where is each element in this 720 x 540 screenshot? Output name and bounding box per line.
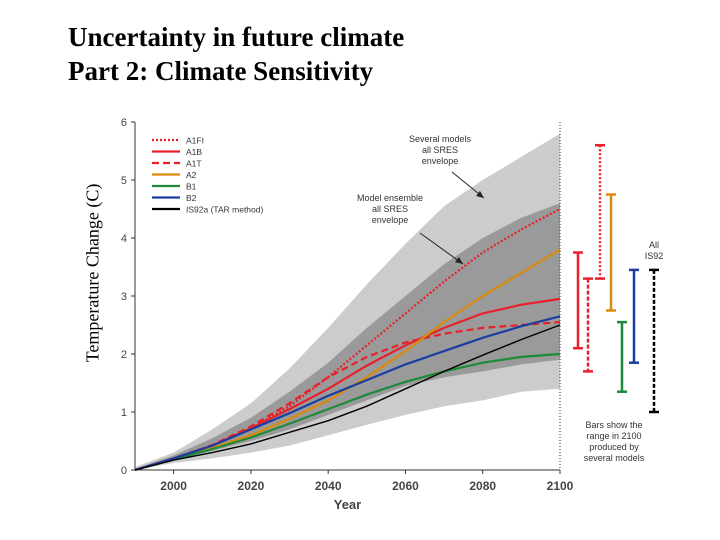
- y-tick-label: 2: [121, 349, 127, 361]
- series-line-a1fi: [134, 208, 561, 472]
- legend-label: A1B: [186, 147, 202, 157]
- y-tick-label: 4: [121, 233, 127, 245]
- y-tick-label: 5: [121, 175, 127, 187]
- y-tick-label: 1: [121, 407, 127, 419]
- series-line-a1t: [134, 321, 561, 472]
- annotation-bars-note: produced by: [589, 442, 639, 452]
- arrowhead-several-models: [476, 191, 484, 198]
- annotation-all-is92: All: [649, 240, 659, 250]
- arrowhead-model-ensemble: [455, 257, 463, 264]
- x-tick-label: 2040: [315, 479, 342, 493]
- series-line-b1: [134, 352, 561, 472]
- x-tick-label: 2000: [160, 479, 187, 493]
- legend-label: B1: [186, 182, 197, 192]
- x-tick-label: 2060: [392, 479, 419, 493]
- envelope-several-models: [135, 133, 560, 470]
- legend-label: A1FI: [186, 136, 204, 146]
- annotation-bars-note: range in 2100: [586, 431, 641, 441]
- x-tick-label: 2100: [547, 479, 574, 493]
- x-tick-label: 2020: [238, 479, 265, 493]
- legend-label: A2: [186, 170, 197, 180]
- annotation-several-models: all SRES: [422, 145, 458, 155]
- title-line-2: Part 2: Climate Sensitivity: [68, 56, 374, 86]
- y-tick-label: 6: [121, 117, 127, 129]
- series-line-b2: [134, 315, 561, 472]
- annotation-model-ensemble: all SRES: [372, 204, 408, 214]
- annotation-all-is92: IS92: [645, 251, 664, 261]
- legend-label: IS92a (TAR method): [186, 205, 263, 215]
- legend-label: B2: [186, 193, 197, 203]
- envelope-model-ensemble: [135, 203, 560, 470]
- y-tick-label: 0: [121, 465, 127, 477]
- x-axis-label: Year: [334, 497, 361, 512]
- legend-label: A1T: [186, 159, 202, 169]
- annotation-model-ensemble: Model ensemble: [357, 193, 423, 203]
- y-tick-label: 3: [121, 291, 127, 303]
- annotation-model-ensemble: envelope: [372, 215, 409, 225]
- series-line-is92a: [134, 324, 561, 471]
- annotation-several-models: Several models: [409, 134, 472, 144]
- annotation-bars-note: several models: [584, 453, 645, 463]
- x-tick-label: 2080: [469, 479, 496, 493]
- annotation-arrow-model-ensemble: [419, 232, 464, 265]
- annotation-bars-note: Bars show the: [585, 420, 642, 430]
- annotation-several-models: envelope: [422, 156, 459, 166]
- slide-title: Uncertainty in future climate Part 2: Cl…: [68, 20, 404, 88]
- title-line-1: Uncertainty in future climate: [68, 22, 405, 52]
